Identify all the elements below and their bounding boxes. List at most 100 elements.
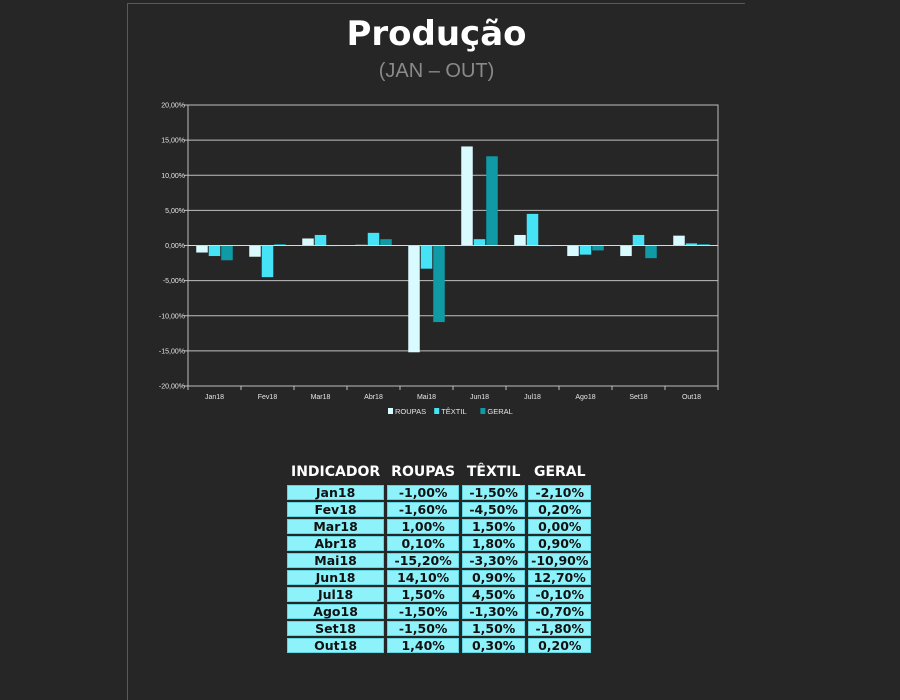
bar-roupas [673, 235, 685, 246]
table-cell: Fev18 [287, 502, 385, 517]
bar-têxtil [367, 232, 380, 246]
table-row: Mar18 1,00% 1,50% 0,00% [287, 519, 592, 534]
data-table: INDICADOR ROUPAS TÊXTIL GERAL Jan18 -1,00% -1… [284, 460, 594, 655]
bar-têxtil [526, 213, 539, 246]
bar-geral [433, 245, 445, 323]
panel-border-top [127, 3, 745, 4]
bar-roupas [408, 245, 420, 353]
table-header-cell: GERAL [533, 464, 586, 480]
table-cell: 0,20% [528, 502, 592, 517]
table-row: Fev18 -1,60% -4,50% 0,20% [287, 502, 592, 517]
table-row: Jul18 1,50% 4,50% -0,10% [287, 587, 592, 602]
y-tick-label: -5,00% [163, 278, 185, 285]
bar-geral [274, 244, 286, 246]
y-tick-label: 5,00% [165, 208, 185, 215]
x-tick-label: Jun18 [470, 394, 489, 401]
bar-têxtil [685, 243, 698, 246]
table-cell: -1,60% [387, 502, 460, 517]
y-tick-label: 10,00% [161, 173, 185, 180]
table-cell: 1,50% [462, 621, 526, 636]
table-cell: -3,30% [462, 553, 526, 568]
table-cell: 0,90% [462, 570, 526, 585]
bar-roupas [249, 245, 261, 257]
table-cell: -10,90% [528, 553, 592, 568]
table-cell: -1,80% [528, 621, 592, 636]
bar-roupas [620, 245, 632, 257]
table-cell: Jul18 [287, 587, 385, 602]
table-cell: Out18 [287, 638, 385, 653]
bar-roupas [302, 238, 314, 246]
table-cell: -2,10% [528, 485, 592, 500]
table-cell: 14,10% [387, 570, 460, 585]
panel-border-left [127, 3, 128, 700]
bar-têxtil [314, 234, 327, 246]
table-cell: 1,50% [387, 587, 460, 602]
y-tick-label: 20,00% [161, 103, 185, 110]
table-cell: 0,90% [528, 536, 592, 551]
table-row: Out18 1,40% 0,30% 0,20% [287, 638, 592, 653]
bar-têxtil [579, 245, 592, 255]
x-tick-label: Jan18 [205, 394, 224, 401]
table-header-cell: INDICADOR [291, 464, 381, 480]
table-row: Abr18 0,10% 1,80% 0,90% [287, 536, 592, 551]
chart-subtitle: (JAN – OUT) [378, 60, 495, 82]
bar-geral [645, 245, 657, 259]
table-cell: Abr18 [287, 536, 385, 551]
bar-geral [592, 245, 604, 251]
x-tick-label: Ago18 [575, 394, 595, 401]
x-tick-label: Mar18 [311, 394, 331, 401]
table-cell: 1,50% [462, 519, 526, 534]
table-cell: Ago18 [287, 604, 385, 619]
table-row: Jan18 -1,00% -1,50% -2,10% [287, 485, 592, 500]
table-cell: 0,30% [462, 638, 526, 653]
table-cell: -0,10% [528, 587, 592, 602]
table-cell: -1,00% [387, 485, 460, 500]
table-cell: 1,40% [387, 638, 460, 653]
table-row: Set18 -1,50% 1,50% -1,80% [287, 621, 592, 636]
table-header-row: INDICADOR ROUPAS TÊXTIL GERAL [287, 462, 591, 483]
table-cell: 12,70% [528, 570, 592, 585]
chart-title: Produção [346, 14, 527, 54]
table-cell: -0,70% [528, 604, 592, 619]
bar-roupas [461, 146, 473, 246]
table-cell: Set18 [287, 621, 385, 636]
table-cell: 4,50% [462, 587, 526, 602]
bar-têxtil [420, 245, 433, 269]
table-cell: 1,00% [387, 519, 460, 534]
bar-roupas [567, 245, 579, 257]
table-cell: -1,50% [387, 604, 460, 619]
table-cell: -1,30% [462, 604, 526, 619]
table-row: Jun18 14,10% 0,90% 12,70% [287, 570, 592, 585]
bar-têxtil [632, 234, 645, 246]
bar-têxtil [261, 245, 274, 278]
table-body: Jan18 -1,00% -1,50% -2,10% Fev18 -1,60% -4,50%… [287, 485, 592, 653]
legend-swatch [434, 408, 440, 414]
x-tick-label: Set18 [629, 394, 647, 401]
bar-geral [380, 239, 392, 246]
table-cell: 0,10% [387, 536, 460, 551]
x-tick-label: Fev18 [258, 394, 278, 401]
table-header-cell: TÊXTIL [466, 464, 521, 480]
legend-label: ROUPAS [395, 407, 426, 416]
bar-têxtil [473, 239, 486, 246]
legend-swatch [388, 408, 393, 414]
table-row: Ago18 -1,50% -1,30% -0,70% [287, 604, 592, 619]
table-cell: Jun18 [287, 570, 385, 585]
bar-geral [221, 245, 233, 261]
y-tick-label: 15,00% [161, 138, 185, 145]
x-tick-label: Abr18 [364, 394, 383, 401]
y-tick-label: -15,00% [159, 348, 185, 355]
table-cell: -15,20% [387, 553, 460, 568]
table-cell: 1,80% [462, 536, 526, 551]
table-cell: -1,50% [462, 485, 526, 500]
table-cell: Jan18 [287, 485, 385, 500]
table-cell: 0,00% [528, 519, 592, 534]
y-tick-label: -10,00% [159, 313, 185, 320]
table-cell: Mai18 [287, 553, 385, 568]
table-cell: -4,50% [462, 502, 526, 517]
table-cell: Mar18 [287, 519, 385, 534]
table-cell: 0,20% [528, 638, 592, 653]
table-header-cell: ROUPAS [391, 464, 456, 480]
x-tick-label: Mai18 [417, 394, 436, 401]
legend-swatch [480, 408, 486, 414]
